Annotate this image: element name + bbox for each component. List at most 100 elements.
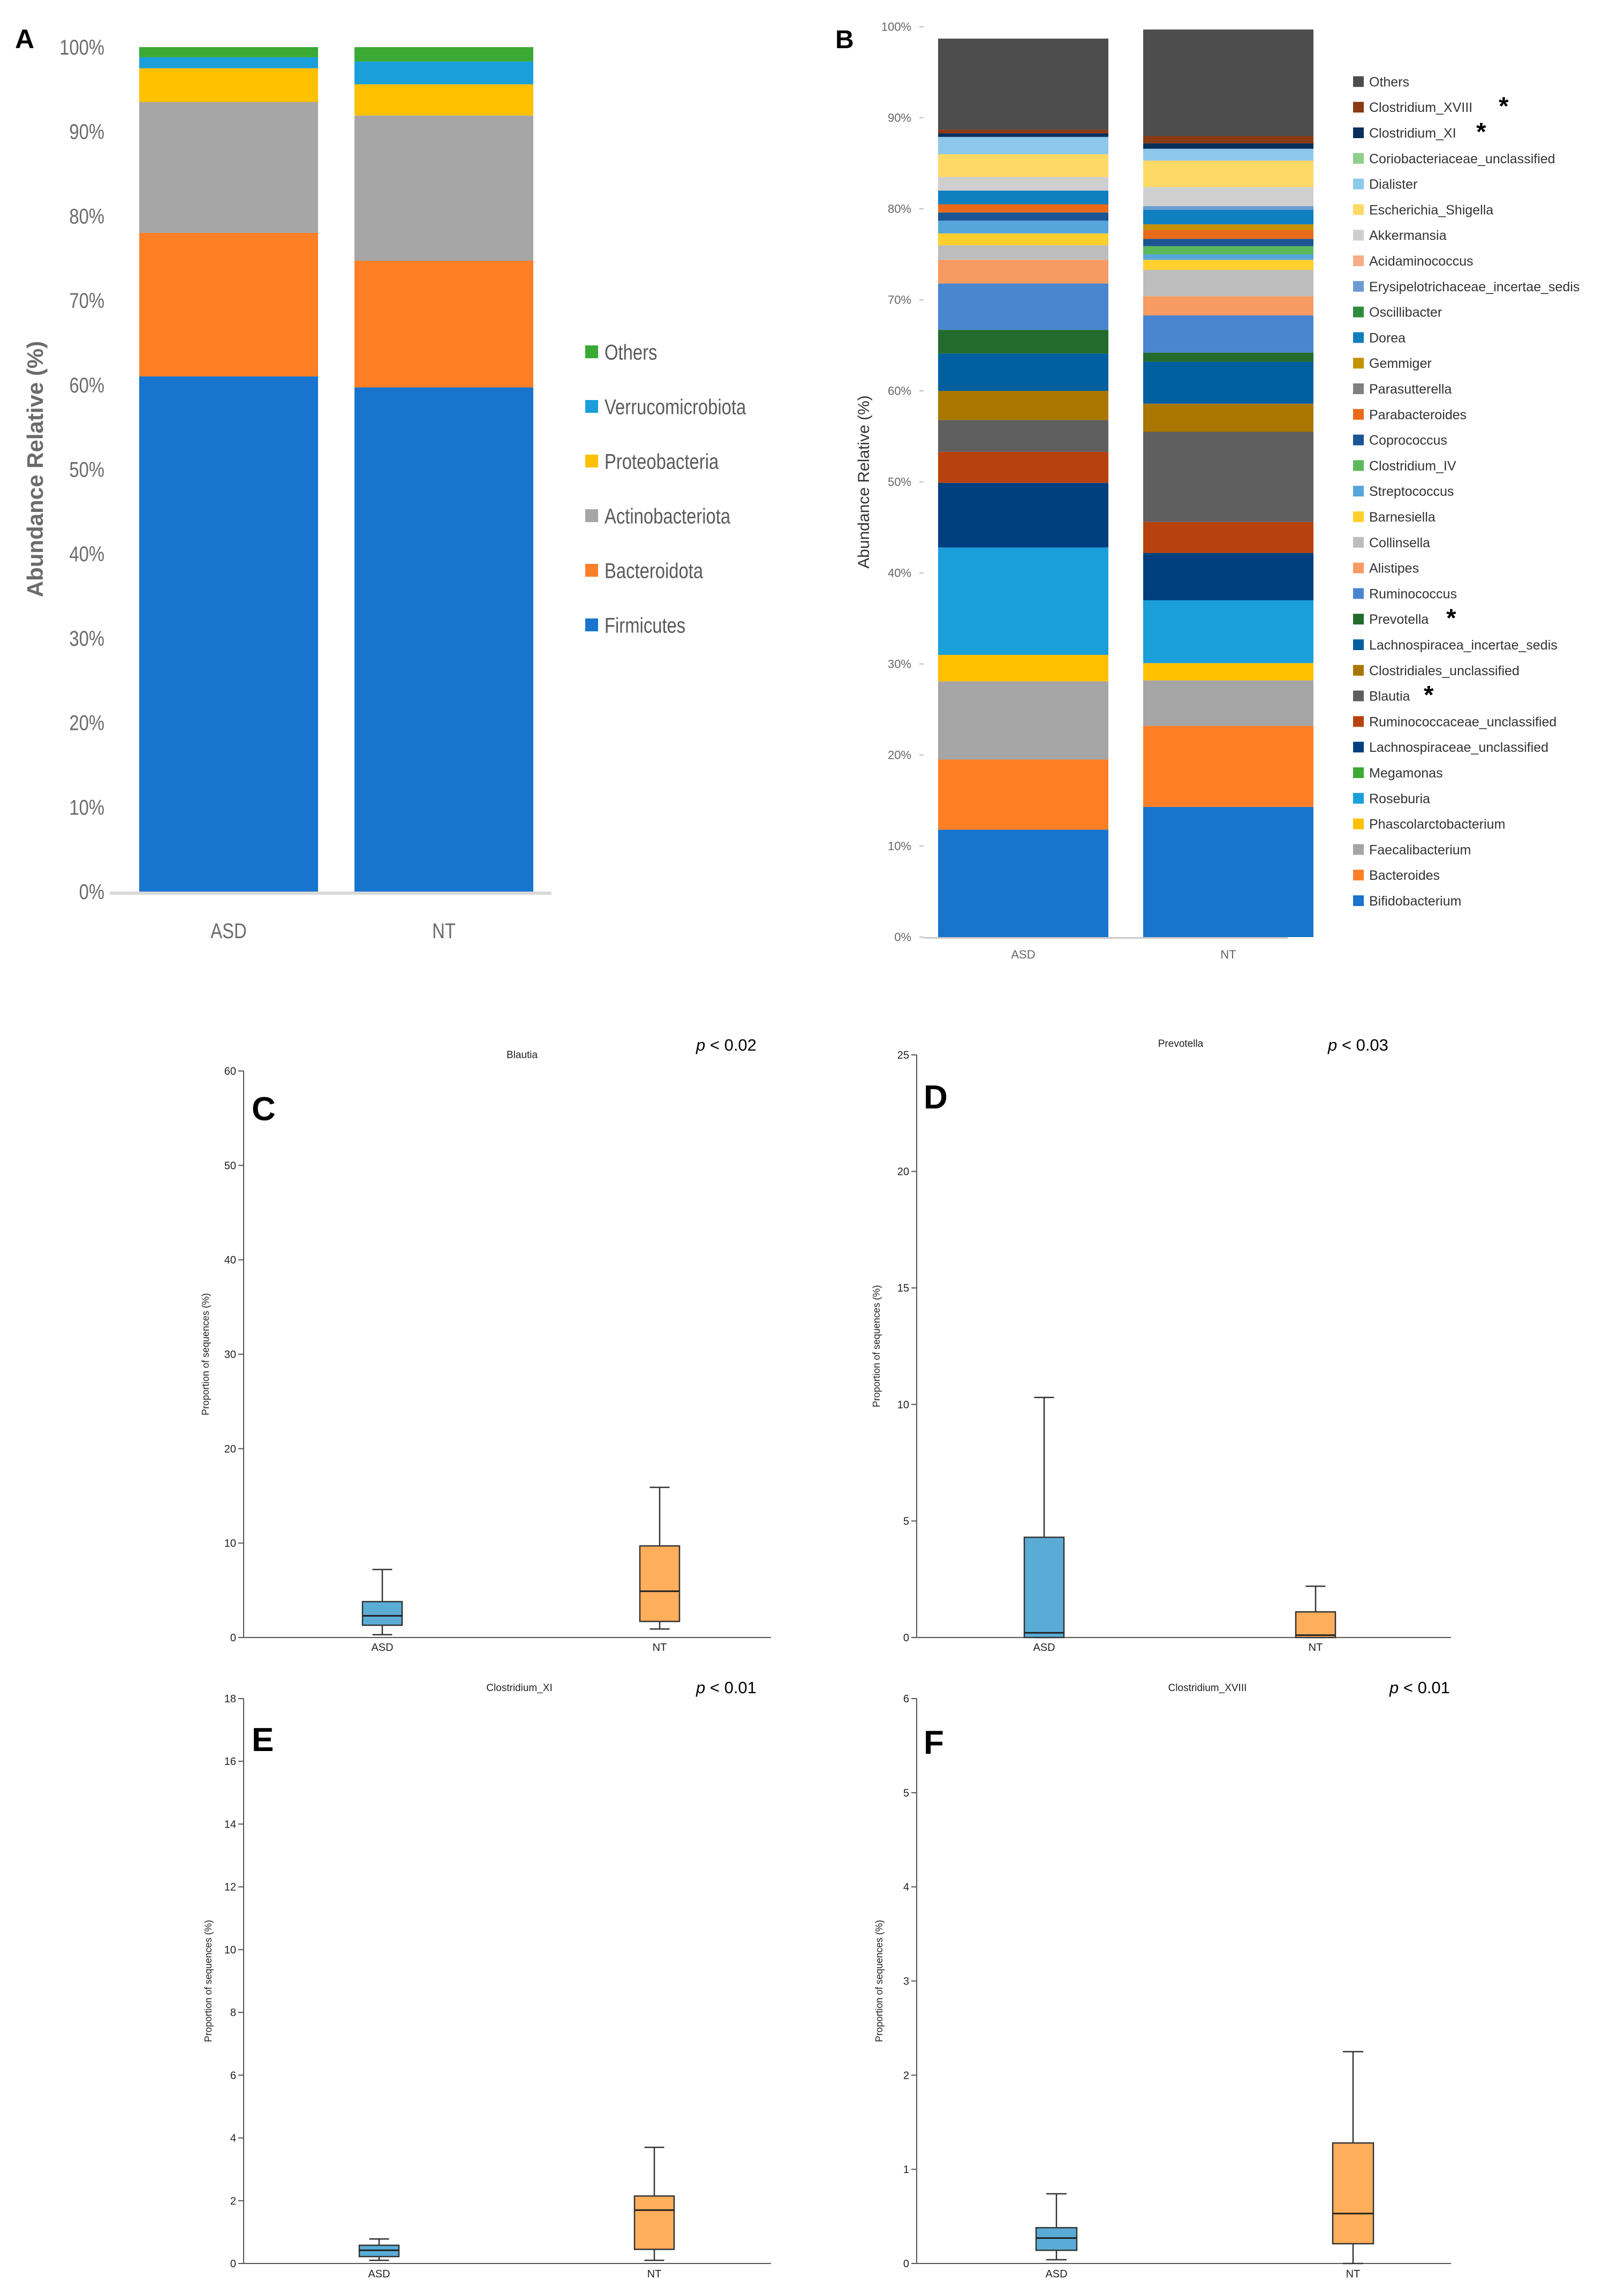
legend-swatch	[1353, 434, 1364, 446]
legend-swatch	[1353, 639, 1364, 650]
bar-segment-asd-bacteroides	[938, 759, 1108, 830]
legend-item-prevotella: Prevotella *	[1353, 604, 1456, 632]
box-asd	[361, 1568, 403, 1635]
legend-swatch	[1353, 230, 1364, 241]
legend-item-firmicutes: Firmicutes	[585, 613, 685, 637]
p-value-threshold: < 0.02	[705, 1036, 757, 1054]
significance-star: *	[1476, 118, 1486, 146]
y-tick-label: 4	[903, 1882, 909, 1893]
y-tick-label: 30%	[69, 627, 104, 651]
y-tick-label: 20%	[888, 749, 911, 762]
legend-item-bacteroides: Bacteroides	[1353, 868, 1440, 883]
legend-label: Lachnospiraceae_unclassified	[1369, 740, 1549, 755]
legend-item-faecalibacterium: Faecalibacterium	[1353, 842, 1471, 857]
legend-label: Phascolarctobacterium	[1369, 817, 1505, 832]
legend-label: Actinobacteriota	[605, 504, 731, 528]
legend-item-streptococcus: Streptococcus	[1353, 484, 1454, 499]
bar-segment-nt-faecalibacterium	[1143, 680, 1313, 726]
legend-label: Bifidobacterium	[1369, 894, 1461, 909]
y-tick-label: 50%	[888, 476, 911, 489]
category-label-nt: NT	[1346, 2268, 1361, 2280]
bar-segment-nt-others	[354, 47, 533, 62]
bar-segment-asd-collinsella	[938, 245, 1108, 260]
legend-item-dialister: Dialister	[1353, 177, 1417, 192]
bar-segment-asd-clostridium-xi	[938, 133, 1108, 137]
legend-label: Ruminococcus	[1369, 586, 1457, 601]
y-tick-label: 60%	[888, 384, 911, 398]
y-tick-label: 40%	[69, 542, 104, 566]
bar-segment-nt-collinsella	[1143, 269, 1313, 297]
bar-segment-asd-dialister	[938, 137, 1108, 154]
y-tick-label: 50	[224, 1160, 236, 1172]
legend-label: Proteobacteria	[605, 449, 719, 473]
legend-swatch	[1353, 562, 1364, 574]
bar-segment-asd-others	[938, 39, 1108, 130]
legend-label: Firmicutes	[605, 613, 685, 637]
legend-item-collinsella: Collinsella	[1353, 535, 1430, 550]
legend-item-roseburia: Roseburia	[1353, 791, 1430, 806]
legend-item-coprococcus: Coprococcus	[1353, 433, 1447, 448]
bar-segment-asd-verrucomicrobiota	[139, 57, 318, 69]
bar-segment-asd-faecalibacterium	[938, 681, 1108, 760]
box-nt	[633, 2146, 675, 2261]
legend-swatch	[1353, 153, 1364, 164]
legend-label: Bacteroidota	[605, 559, 704, 583]
y-tick-label: 8	[230, 2007, 236, 2019]
legend-label: Others	[605, 340, 657, 364]
legend-swatch	[1353, 511, 1364, 522]
bar-segment-asd-dorea	[938, 191, 1108, 205]
y-tick-label: 2	[230, 2195, 236, 2207]
legend-item-lachnospiracea-incertae-sedis: Lachnospiracea_incertae_sedis	[1353, 638, 1558, 653]
panel-label-f: F	[924, 1724, 944, 1761]
bar-segment-asd-parabacteroides	[938, 204, 1108, 213]
panel-label-b: B	[835, 26, 854, 54]
bar-segment-asd-alistipes	[938, 260, 1108, 284]
legend-swatch	[1353, 178, 1364, 190]
panel-f: F Clostridium_XVIII p < 0.01 0 1 2 3 4 5 6 Proport…	[874, 1678, 1451, 2280]
y-tick-label: 0	[903, 2258, 909, 2270]
legend-item-phascolarctobacterium: Phascolarctobacterium	[1353, 817, 1505, 832]
category-label-asd: ASD	[1045, 2268, 1067, 2280]
y-tick-label: 30	[224, 1349, 236, 1361]
box-asd	[1035, 2193, 1078, 2261]
bar-segment-nt-roseburia	[1143, 600, 1313, 663]
legend-swatch	[1353, 895, 1364, 906]
legend-swatch	[1353, 332, 1364, 343]
legend-label: Gemmiger	[1369, 356, 1432, 371]
legend-label: Others	[1369, 74, 1409, 89]
legend-swatch	[1353, 767, 1364, 778]
y-tick-label: 14	[224, 1818, 236, 1830]
legend-swatch	[1353, 102, 1364, 113]
legend-label: Acidaminococcus	[1369, 254, 1474, 269]
y-tick-label: 100%	[59, 35, 104, 59]
legend-swatch	[1353, 281, 1364, 292]
y-tick-label: 20	[224, 1443, 236, 1455]
bar-segment-nt-alistipes	[1143, 296, 1313, 315]
legend-swatch	[1353, 127, 1364, 138]
legend-label: Parabacteroides	[1369, 408, 1467, 422]
y-tick-label: 1	[903, 2164, 909, 2176]
bar-segment-asd-prevotella	[938, 330, 1108, 354]
legend-item-barnesiella: Barnesiella	[1353, 510, 1436, 525]
category-label-nt: NT	[1309, 1642, 1323, 1654]
y-axis-label: Abundance Relative (%)	[22, 341, 48, 597]
bar-segment-nt-verrucomicrobiota	[354, 61, 533, 85]
p-value: p < 0.01	[1389, 1678, 1450, 1697]
box-iqr	[1023, 1536, 1065, 1639]
legend-swatch	[1353, 409, 1364, 420]
bar-segment-nt-clostridium-iv	[1143, 246, 1313, 254]
legend-item-parasutterella: Parasutterella	[1353, 382, 1452, 397]
y-tick-label: 10	[224, 1944, 236, 1956]
bar-segment-nt-actinobacteriota	[354, 115, 533, 261]
legend-item-megamonas: Megamonas	[1353, 766, 1443, 781]
y-tick-label: 12	[224, 1882, 236, 1893]
plot-title: Clostridium_XVIII	[1168, 1682, 1247, 1694]
panel-label-d: D	[924, 1079, 948, 1116]
legend-label: Coriobacteriaceae_unclassified	[1369, 152, 1555, 167]
bar-segment-nt-bifidobacterium	[1143, 806, 1313, 937]
bar-segment-nt-bacteroides	[1143, 726, 1313, 807]
y-tick-label: 0%	[79, 880, 104, 904]
legend-swatch	[1353, 383, 1364, 394]
legend-item-escherichia-shigella: Escherichia_Shigella	[1353, 202, 1493, 217]
y-tick-label: 10%	[888, 840, 911, 853]
